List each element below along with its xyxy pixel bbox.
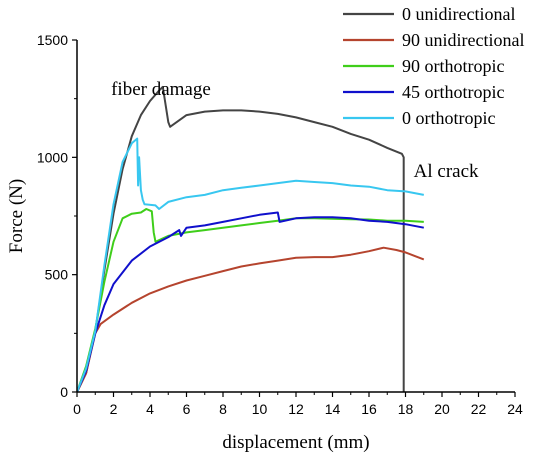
x-tick-label: 0 <box>73 401 81 417</box>
x-tick-label: 22 <box>471 401 487 417</box>
legend: 0 unidirectional 90 unidirectional 90 orth… <box>343 4 524 128</box>
legend-label: 45 orthotropic <box>402 82 504 102</box>
x-tick-label: 8 <box>219 401 227 417</box>
x-tick-label: 12 <box>288 401 304 417</box>
legend-label: 0 unidirectional <box>402 4 515 24</box>
x-tick-label: 10 <box>252 401 268 417</box>
legend-label: 90 unidirectional <box>402 30 524 50</box>
legend-label: 0 orthotropic <box>402 108 495 128</box>
x-tick-label: 16 <box>361 401 377 417</box>
y-tick-label: 500 <box>45 267 69 283</box>
legend-label: 90 orthotropic <box>402 56 504 76</box>
series-line-45-orthotropic <box>77 211 424 392</box>
annotation-fiber-damage: fiber damage <box>111 79 211 100</box>
series-layer <box>77 85 425 392</box>
x-axis-title: displacement (mm) <box>222 432 369 453</box>
x-tick-label: 24 <box>507 401 523 417</box>
x-tick-label: 6 <box>183 401 191 417</box>
annotation-layer: fiber damage Al crack <box>111 79 479 182</box>
y-tick-label: 0 <box>60 384 68 400</box>
series-line-0-unidirectional <box>77 85 405 392</box>
series-line-90-unidirectional <box>77 246 425 392</box>
x-tick-label: 4 <box>146 401 154 417</box>
series-line-90-orthotropic <box>77 208 424 392</box>
x-tick-label: 18 <box>398 401 414 417</box>
annotation-al-crack: Al crack <box>414 161 479 182</box>
series-line-0-orthotropic <box>77 137 424 392</box>
y-axis-title: Force (N) <box>6 179 27 253</box>
y-tick-label: 1500 <box>37 32 68 48</box>
y-tick-label: 1000 <box>37 149 68 165</box>
x-tick-label: 20 <box>434 401 450 417</box>
x-tick-label: 14 <box>325 401 341 417</box>
x-tick-label: 2 <box>110 401 118 417</box>
